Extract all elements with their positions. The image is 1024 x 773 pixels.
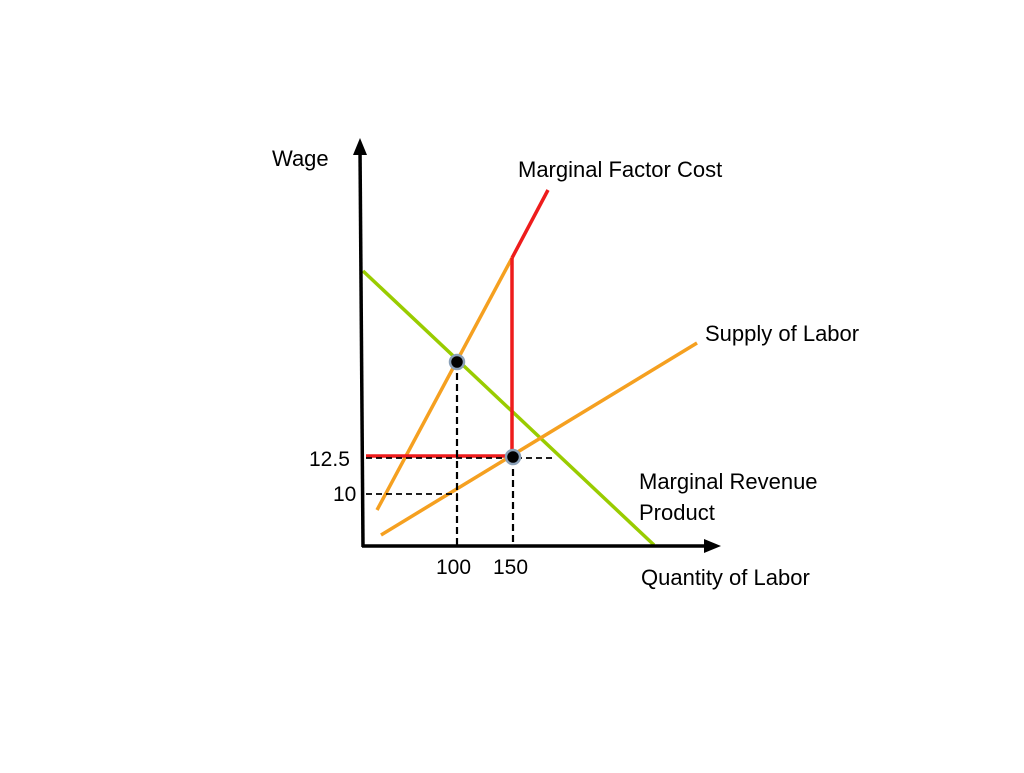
mrp-label-line2: Product — [639, 500, 715, 525]
x-tick-100: 100 — [436, 556, 472, 579]
y-axis-label: Wage — [272, 146, 329, 171]
point-monopsony-wage — [504, 448, 522, 466]
y-axis — [358, 147, 365, 548]
mfc-curve-upper — [510, 189, 550, 259]
supply-label: Supply of Labor — [705, 321, 860, 346]
x-axis-label: Quantity of Labor — [641, 565, 810, 590]
mfc-curve-lower — [375, 257, 514, 511]
mfc-label: Marginal Factor Cost — [518, 157, 723, 182]
y-axis-arrow — [353, 138, 367, 155]
y-tick-12-5: 12.5 — [309, 448, 350, 471]
mrp-curve — [361, 269, 656, 547]
x-tick-150: 150 — [493, 556, 529, 579]
supply-curve — [380, 341, 698, 537]
y-tick-10: 10 — [333, 483, 357, 506]
x-axis-arrow — [704, 539, 721, 553]
mrp-label-line1: Marginal Revenue — [639, 469, 818, 494]
point-mfc-mrp-intersection — [448, 353, 466, 371]
